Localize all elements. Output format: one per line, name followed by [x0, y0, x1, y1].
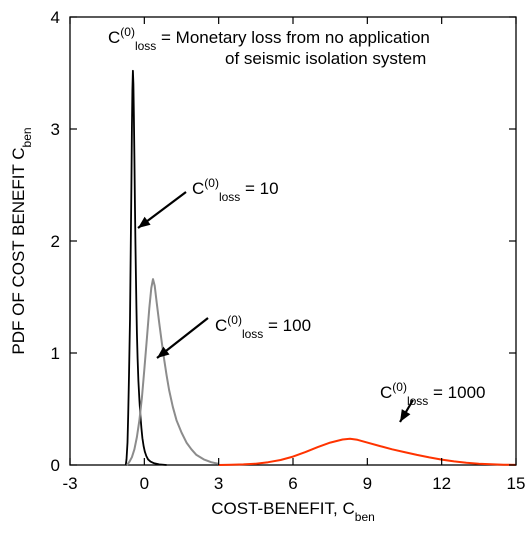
y-axis-title: PDF OF COST BENEFIT Cben: [9, 127, 34, 354]
x-axis-title: COST-BENEFIT, Cben: [211, 499, 375, 524]
y-tick-label: 2: [51, 232, 60, 251]
x-tick-label: 3: [214, 474, 223, 493]
arrow-c100-head: [157, 346, 170, 358]
arrows-layer: [137, 191, 414, 423]
x-tick-label: 0: [140, 474, 149, 493]
x-tick-label: 12: [432, 474, 451, 493]
arrow-c1000-head: [400, 409, 411, 422]
y-tick-label: 0: [51, 456, 60, 475]
series-label-c10: C(0)loss = 10: [192, 176, 279, 204]
series-label-c1000: C(0)loss = 1000: [380, 380, 486, 408]
x-tick-label: 15: [507, 474, 526, 493]
series-layer: [124, 69, 517, 466]
y-tick-label: 1: [51, 344, 60, 363]
x-tick-label: 9: [363, 474, 372, 493]
x-tick-label: -3: [62, 474, 77, 493]
series-line-c1000: [218, 437, 517, 466]
y-tick-label: 3: [51, 120, 60, 139]
y-tick-label: 4: [51, 8, 60, 27]
series-label-c100: C(0)loss = 100: [215, 313, 311, 341]
series-line-c100: [126, 278, 219, 466]
arrow-c10-head: [138, 216, 151, 228]
x-tick-label: 6: [288, 474, 297, 493]
legend-note-line1: C(0)loss = Monetary loss from no applica…: [108, 25, 430, 53]
legend-note-line2: of seismic isolation system: [225, 49, 426, 68]
series-line-c10: [124, 69, 167, 466]
